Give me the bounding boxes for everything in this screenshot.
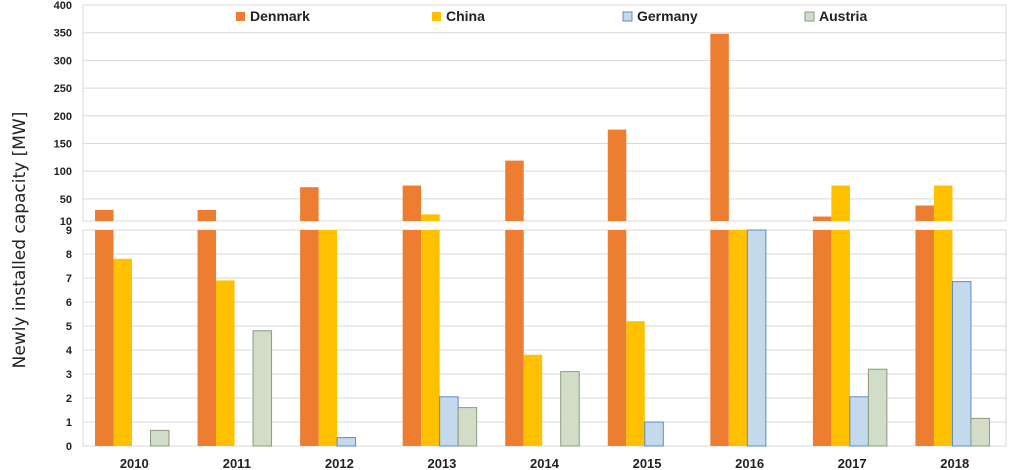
bar-denmark-2014-lower [505,230,524,446]
bar-denmark-2018-lower [915,230,934,446]
legend-item-china: China [432,8,485,24]
bar-germany-2018 [951,281,972,447]
bar-china-2017-lower [831,230,850,446]
legend-label: Germany [637,8,698,24]
y-tick-label-lower: 7 [66,273,72,285]
legend-item-austria: Austria [804,8,867,24]
y-tick-label-lower: 8 [66,249,72,261]
y-tick-label-upper: 200 [54,111,72,123]
bar-denmark-2016-upper [710,33,729,221]
x-tick-label: 2016 [735,456,764,470]
bar-china-2010 [113,258,132,446]
bar-denmark-2012-lower [300,230,319,446]
x-tick-label: 2017 [838,456,867,470]
bar-denmark-2010-upper [95,209,114,221]
x-tick-label: 2015 [633,456,662,470]
bar-denmark-2011-upper [197,209,217,221]
y-tick-label-lower: 6 [66,297,72,309]
y-tick-label-lower: 3 [66,369,72,381]
y-tick-label-upper: 10 [60,216,72,228]
upper-panel-frame [82,4,1007,222]
bar-denmark-2013-lower [402,230,422,446]
bars [95,33,990,447]
bar-denmark-2017-upper [812,216,832,221]
bar-germany-2016-lower [746,229,767,447]
y-tick-label-lower: 0 [66,441,72,453]
legend-label: China [446,8,485,24]
y-tick-label-upper: 400 [54,0,72,12]
bar-denmark-2011-lower [197,230,217,446]
bar-denmark-2013-upper [402,185,422,221]
y-tick-label-upper: 50 [60,194,72,206]
legend-item-denmark: Denmark [236,8,310,24]
axes: 10 50 100 150 200 250 300 350 400 0 1 2 3 4 5 6 7 8 9 2010 2… [54,0,970,470]
y-tick-label-lower: 9 [66,225,72,237]
y-tick-label-lower: 5 [66,321,72,333]
legend-swatch [432,12,441,21]
bar-denmark-2015-upper [607,129,627,221]
x-tick-label: 2011 [223,456,251,470]
bar-china-2013-upper [421,214,440,221]
bar-denmark-2015-lower [607,230,627,446]
bar-denmark-2017-lower [812,230,832,446]
bar-austria-2018 [970,417,990,447]
bar-austria-2011 [252,330,273,447]
bar-denmark-2012-upper [300,187,319,221]
bar-austria-2017 [867,368,888,447]
bar-austria-2013 [457,407,478,447]
y-tick-label-upper: 100 [54,166,72,178]
y-tick-label-lower: 4 [66,345,73,357]
x-tick-label: 2014 [530,456,560,470]
bar-china-2016-lower [728,230,748,446]
legend-label: Denmark [250,8,310,24]
bar-china-2018-upper [933,185,953,221]
bar-china-2018-lower [933,230,953,446]
bar-china-2014 [523,354,543,446]
y-tick-label-upper: 150 [54,138,72,150]
x-tick-label: 2018 [940,456,969,470]
bar-germany-2015 [644,421,664,447]
x-tick-label: 2010 [120,456,149,470]
legend-swatch [804,11,815,22]
bar-china-2017-upper [831,185,850,221]
y-axis-label: Newly installed capacity [MW] [10,112,30,369]
bar-denmark-2018-upper [915,205,934,221]
bar-germany-2012 [336,437,357,447]
bar-china-2011 [216,280,235,446]
bar-germany-2017 [849,396,869,447]
bar-germany-2013 [439,396,459,447]
legend: Denmark China Germany Austria [236,8,867,24]
y-tick-label-upper: 250 [54,83,72,95]
legend-swatch [622,11,633,22]
bar-denmark-2014-upper [505,160,524,221]
y-tick-label-upper: 300 [54,55,72,67]
bar-china-2015 [626,321,645,446]
y-tick-label-lower: 1 [66,417,72,429]
bar-china-2012-lower [318,230,338,446]
legend-item-germany: Germany [622,8,698,24]
bar-austria-2010 [150,429,170,447]
y-tick-label-upper: 350 [54,28,72,40]
x-tick-label: 2013 [427,456,456,470]
bar-china-2013-lower [421,230,440,446]
x-tick-label: 2012 [325,456,354,470]
bar-denmark-2010-lower [95,230,114,446]
legend-swatch [236,12,245,21]
y-tick-label-lower: 2 [66,393,72,405]
bar-denmark-2016-lower [710,230,729,446]
legend-label: Austria [819,8,867,24]
bar-austria-2014 [560,371,580,447]
